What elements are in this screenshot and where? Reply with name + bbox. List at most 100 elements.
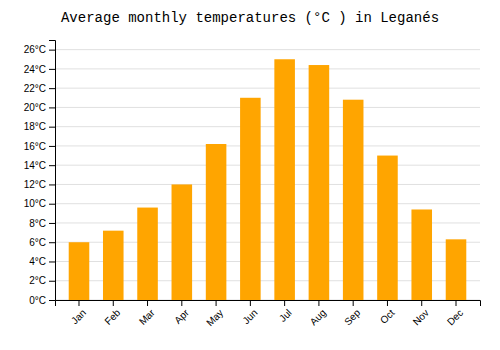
- grid-line: [55, 184, 480, 185]
- y-tick: 0°C: [29, 295, 55, 306]
- x-tick-label: Jan: [69, 307, 88, 326]
- y-tick-mark: [49, 50, 55, 51]
- y-tick: 14°C: [24, 160, 55, 171]
- grid-line: [55, 88, 480, 89]
- y-tick-mark: [49, 69, 55, 70]
- bar: [274, 59, 295, 300]
- x-axis: Jan Feb Mar Apr May Jun Jul Aug Sep Oct Nov Dec: [56, 300, 481, 328]
- y-tick-mark: [49, 204, 55, 205]
- y-tick-label: 20°C: [24, 102, 46, 113]
- y-tick-label: 24°C: [24, 64, 46, 75]
- y-tick-mark: [49, 107, 55, 108]
- x-tick: Mar: [137, 300, 157, 327]
- y-tick-mark: [49, 242, 55, 243]
- y-tick-mark: [49, 146, 55, 147]
- x-tick: Jun: [240, 300, 259, 326]
- chart: 0°C 2°C 4°C 6°C 8°C 10°C 12°C 14°C 16°C 18°C 20°C 2…: [0, 0, 500, 350]
- x-tick-mark: [456, 300, 457, 306]
- y-tick-mark: [49, 223, 55, 224]
- bars: [69, 59, 467, 300]
- bar: [343, 100, 364, 300]
- x-tick-mark: [216, 300, 217, 306]
- grid-line: [55, 49, 480, 50]
- bar: [309, 65, 330, 300]
- x-tick-label: Sep: [342, 307, 363, 328]
- x-tick: Dec: [445, 300, 465, 327]
- y-tick-mark: [49, 300, 55, 301]
- bar: [137, 208, 158, 300]
- y-tick-label: 4°C: [29, 256, 46, 267]
- y-tick-label: 10°C: [24, 198, 46, 209]
- y-tick-mark: [49, 281, 55, 282]
- y-tick-mark: [49, 88, 55, 89]
- bar: [206, 144, 227, 300]
- y-tick-label: 12°C: [24, 179, 46, 190]
- y-tick: 16°C: [24, 141, 55, 152]
- grid: [55, 50, 480, 300]
- y-tick-label: 14°C: [24, 160, 46, 171]
- bar: [172, 184, 193, 300]
- x-tick-mark: [318, 300, 319, 306]
- x-tick-label: Aug: [308, 307, 328, 327]
- x-tick-mark: [250, 300, 251, 306]
- y-axis-line: [49, 41, 56, 301]
- y-tick-label: 6°C: [29, 237, 46, 248]
- bar: [446, 239, 467, 300]
- x-tick-label: Oct: [378, 307, 397, 326]
- grid-line: [55, 203, 480, 204]
- x-tick-label: Jun: [240, 307, 259, 326]
- y-tick-mark: [49, 165, 55, 166]
- bar: [377, 156, 398, 300]
- x-axis-line: [56, 301, 481, 307]
- y-tick: 2°C: [29, 275, 55, 286]
- x-tick: Apr: [172, 300, 191, 326]
- y-tick-label: 26°C: [24, 44, 46, 55]
- x-tick-mark: [387, 300, 388, 306]
- y-tick: 20°C: [24, 102, 55, 113]
- x-tick-mark: [284, 300, 285, 306]
- title: Average monthly temperatures (°C ) in Le…: [61, 10, 439, 26]
- x-tick: Oct: [378, 300, 397, 326]
- x-tick: Feb: [102, 300, 122, 327]
- x-tick-mark: [147, 300, 148, 306]
- grid-line: [55, 126, 480, 127]
- x-tick-label: Jul: [277, 307, 294, 324]
- y-tick-mark: [49, 127, 55, 128]
- grid-line: [55, 145, 480, 146]
- x-tick-label: May: [204, 307, 225, 328]
- x-tick-mark: [421, 300, 422, 306]
- x-tick: Sep: [342, 300, 363, 327]
- grid-line: [55, 68, 480, 69]
- bar: [240, 98, 261, 300]
- y-tick: 4°C: [29, 256, 55, 267]
- bar: [69, 242, 90, 300]
- x-tick-mark: [353, 300, 354, 306]
- x-tick-label: Feb: [102, 307, 122, 327]
- x-tick-mark: [113, 300, 114, 306]
- y-tick: 6°C: [29, 237, 55, 248]
- y-tick-label: 2°C: [29, 275, 46, 286]
- x-tick-label: Nov: [411, 307, 431, 327]
- y-tick-mark: [49, 261, 55, 262]
- y-tick-label: 8°C: [29, 218, 46, 229]
- y-tick: 12°C: [24, 179, 55, 190]
- grid-line: [55, 107, 480, 108]
- x-tick-label: Dec: [445, 307, 465, 327]
- y-tick-label: 18°C: [24, 121, 46, 132]
- bar: [411, 209, 432, 300]
- x-tick-label: Apr: [172, 307, 191, 326]
- y-tick-mark: [49, 184, 55, 185]
- y-tick: 22°C: [24, 83, 55, 94]
- y-tick: 10°C: [24, 198, 55, 209]
- x-tick: Aug: [308, 300, 328, 327]
- y-tick: 24°C: [24, 64, 55, 75]
- y-axis: 0°C 2°C 4°C 6°C 8°C 10°C 12°C 14°C 16°C 18°C 20°C 2…: [24, 41, 56, 306]
- x-tick-mark: [78, 300, 79, 306]
- x-tick: Jan: [69, 300, 88, 326]
- grid-line: [55, 165, 480, 166]
- y-tick-label: 22°C: [24, 83, 46, 94]
- x-tick: Nov: [411, 300, 431, 327]
- x-tick: Jul: [277, 300, 294, 324]
- plot: 0°C 2°C 4°C 6°C 8°C 10°C 12°C 14°C 16°C 18°C 20°C 2…: [24, 41, 481, 329]
- y-tick-label: 16°C: [24, 141, 46, 152]
